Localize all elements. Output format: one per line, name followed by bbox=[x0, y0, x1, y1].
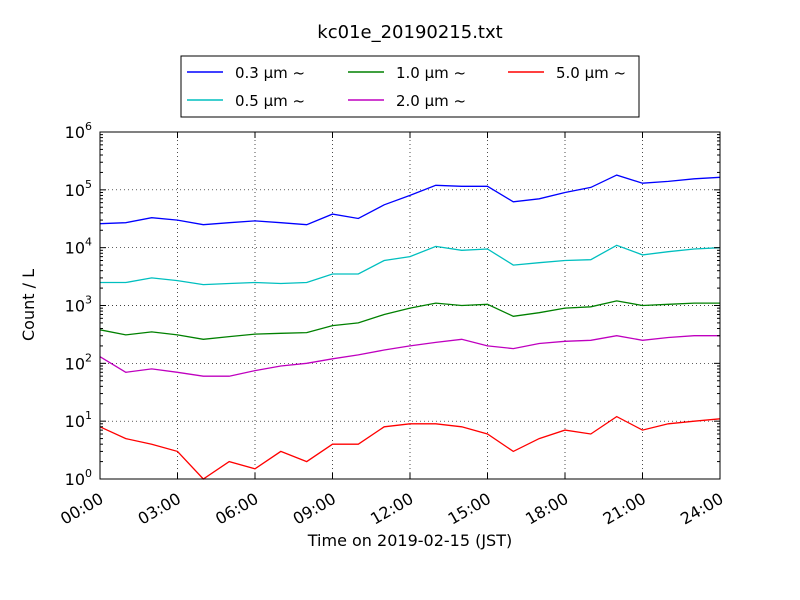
y-tick-label: 105 bbox=[65, 178, 92, 200]
series-line-3 bbox=[99, 335, 720, 377]
y-axis-label: Count / L bbox=[19, 269, 38, 341]
x-tick-label: 03:00 bbox=[135, 489, 184, 529]
y-tick-label: 104 bbox=[65, 236, 92, 258]
y-tick-label: 102 bbox=[65, 351, 92, 373]
y-tick-label: 100 bbox=[65, 467, 92, 489]
legend: 0.3 μm ~ 0.5 μm ~ 1.0 μm ~ 2.0 μm ~ 5.0 μm ~ bbox=[180, 55, 640, 118]
legend-box bbox=[180, 55, 640, 118]
legend-label: 0.3 μm ~ bbox=[235, 64, 305, 82]
axis-ticks: 00:00 03:00 06:00 09:00 12:00 15:00 18:00 21:00… bbox=[57, 120, 726, 528]
y-tick-label: 101 bbox=[65, 409, 92, 431]
series-line-1 bbox=[100, 244, 721, 286]
grid bbox=[100, 132, 720, 479]
x-tick-label: 00:00 bbox=[57, 489, 106, 529]
x-tick-label: 21:00 bbox=[600, 489, 649, 529]
series-line-2 bbox=[99, 300, 720, 340]
y-tick-label: 106 bbox=[65, 120, 92, 142]
x-axis-label: Time on 2019-02-15 (JST) bbox=[307, 531, 512, 550]
chart-title: kc01e_20190215.txt bbox=[317, 22, 502, 43]
x-tick-label: 09:00 bbox=[290, 489, 339, 529]
series-lines bbox=[99, 174, 721, 480]
legend-label: 0.5 μm ~ bbox=[235, 92, 305, 110]
x-tick-label: 15:00 bbox=[445, 489, 494, 529]
x-tick-label: 18:00 bbox=[522, 489, 571, 529]
x-tick-label: 12:00 bbox=[367, 489, 416, 529]
x-tick-label: 06:00 bbox=[212, 489, 261, 529]
legend-label: 1.0 μm ~ bbox=[396, 64, 466, 82]
legend-label: 5.0 μm ~ bbox=[556, 64, 626, 82]
y-tick-label: 103 bbox=[65, 294, 92, 316]
legend-label: 2.0 μm ~ bbox=[396, 92, 466, 110]
x-tick-label: 24:00 bbox=[677, 489, 726, 529]
series-line-0 bbox=[99, 174, 721, 226]
series-line-4 bbox=[99, 415, 721, 480]
